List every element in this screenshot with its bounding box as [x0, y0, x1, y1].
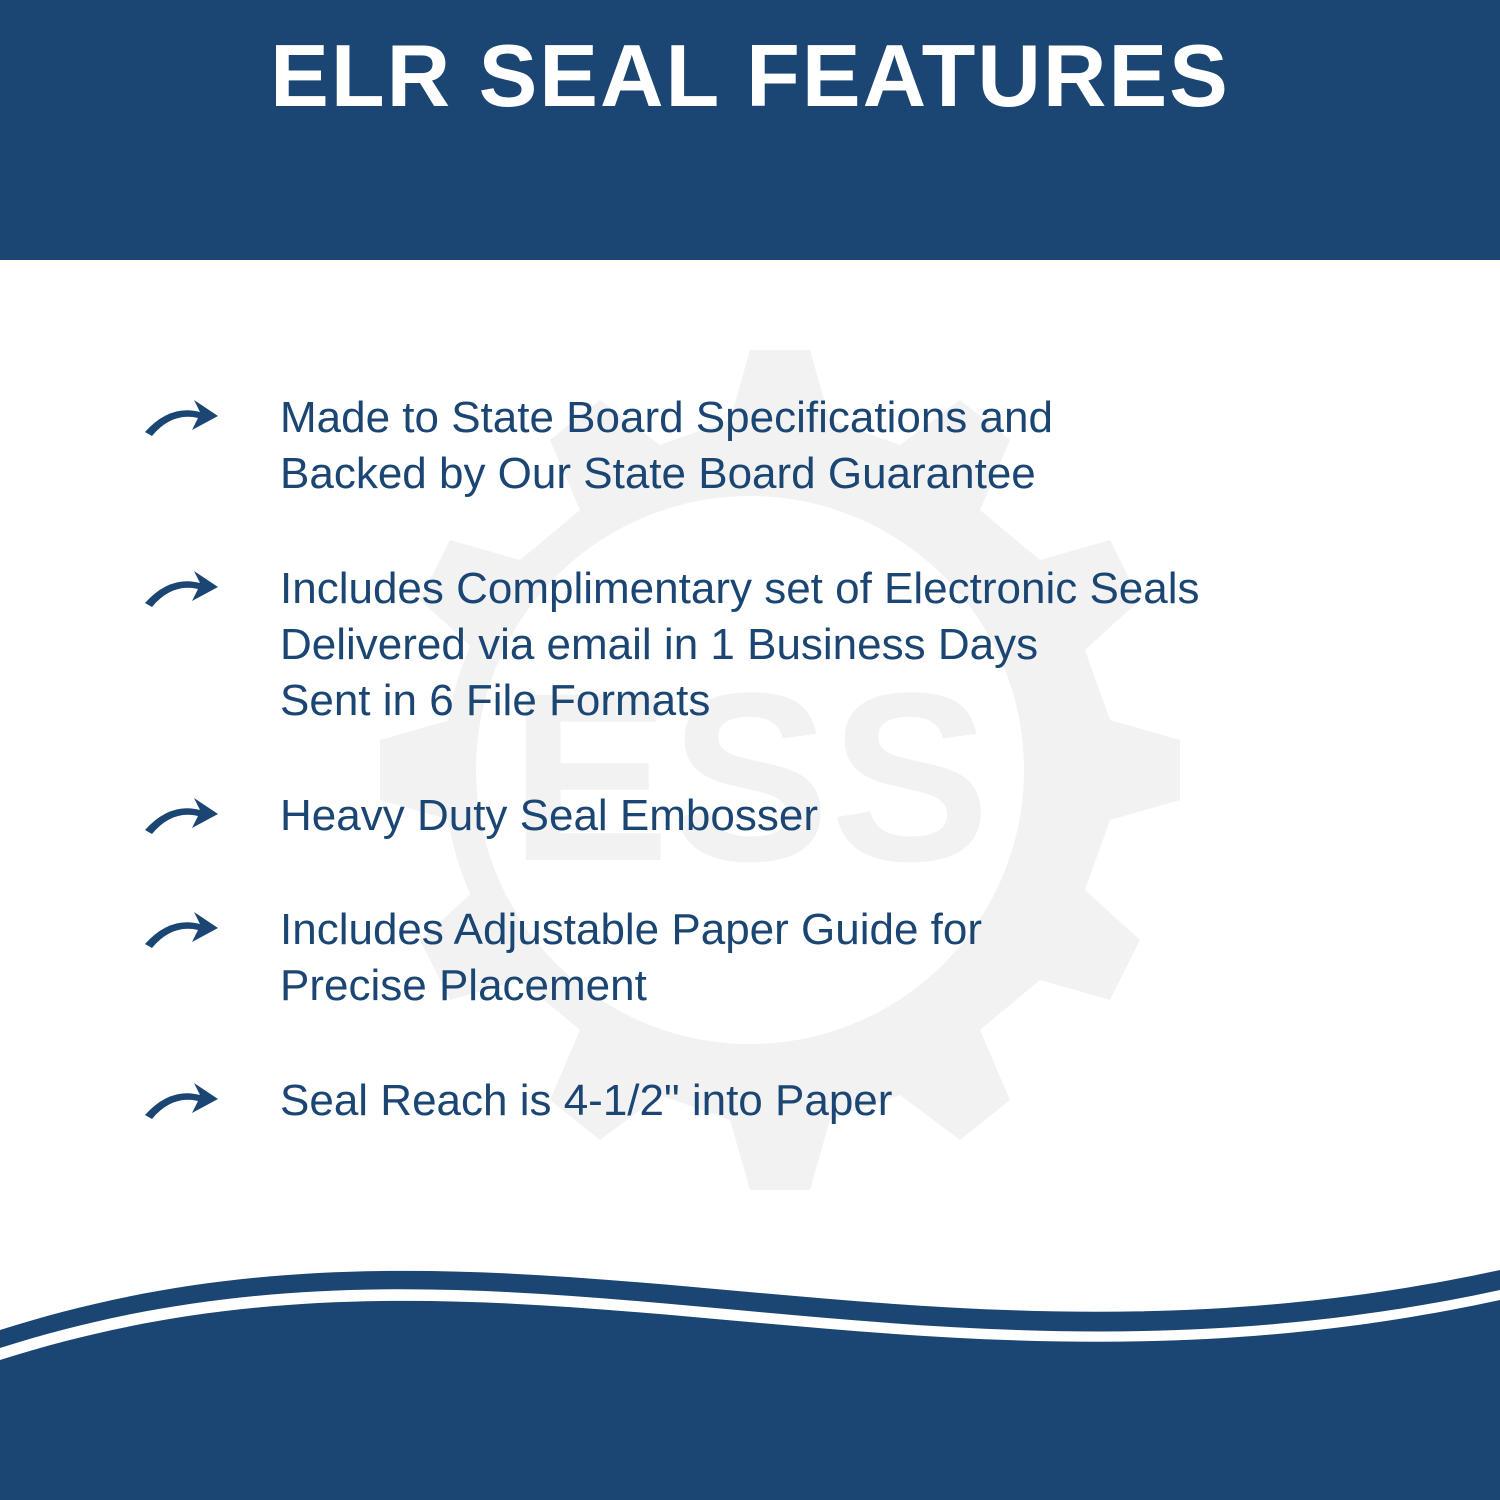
feature-line: Heavy Duty Seal Embosser: [280, 791, 818, 840]
feature-line: Includes Adjustable Paper Guide for: [280, 905, 982, 954]
feature-list: Made to State Board Specifications and B…: [140, 390, 1400, 1187]
feature-line: Delivered via email in 1 Business Days: [280, 620, 1038, 669]
page-title: ELR SEAL FEATURES: [0, 25, 1500, 127]
feature-item: Seal Reach is 4-1/2" into Paper: [140, 1073, 1400, 1129]
arrow-icon: [140, 565, 220, 615]
feature-text: Includes Adjustable Paper Guide for Prec…: [280, 902, 982, 1015]
feature-line: Seal Reach is 4-1/2" into Paper: [280, 1076, 892, 1125]
feature-text: Heavy Duty Seal Embosser: [280, 788, 818, 844]
arrow-icon: [140, 906, 220, 956]
feature-line: Backed by Our State Board Guarantee: [280, 449, 1036, 498]
bottom-swoosh: [0, 1180, 1500, 1500]
arrow-icon: [140, 792, 220, 842]
feature-text: Seal Reach is 4-1/2" into Paper: [280, 1073, 892, 1129]
arrow-icon: [140, 1077, 220, 1127]
feature-line: Precise Placement: [280, 961, 647, 1010]
arrow-icon: [140, 394, 220, 444]
feature-text: Made to State Board Specifications and B…: [280, 390, 1053, 503]
feature-item: Includes Complimentary set of Electronic…: [140, 561, 1400, 730]
feature-text: Includes Complimentary set of Electronic…: [280, 561, 1200, 730]
feature-line: Sent in 6 File Formats: [280, 676, 710, 725]
feature-item: Made to State Board Specifications and B…: [140, 390, 1400, 503]
feature-line: Made to State Board Specifications and: [280, 393, 1053, 442]
feature-line: Includes Complimentary set of Electronic…: [280, 564, 1200, 613]
feature-item: Heavy Duty Seal Embosser: [140, 788, 1400, 844]
infographic-container: ELR SEAL FEATURES ESS Made to State Boar…: [0, 0, 1500, 1500]
feature-item: Includes Adjustable Paper Guide for Prec…: [140, 902, 1400, 1015]
